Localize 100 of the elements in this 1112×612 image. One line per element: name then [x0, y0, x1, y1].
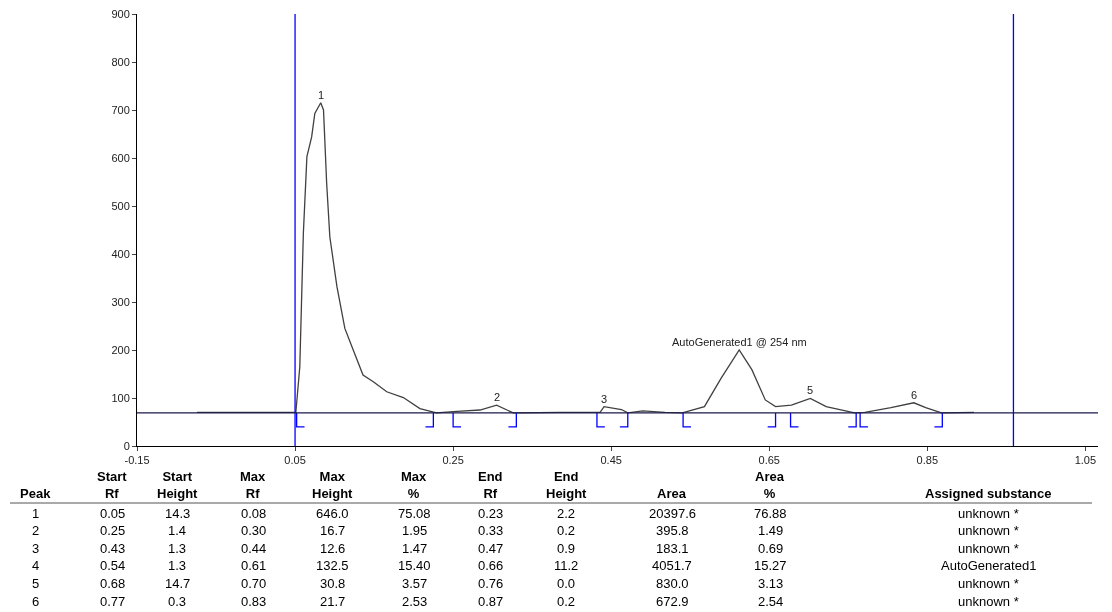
text: 12.6: [320, 541, 346, 556]
y-tick-label: 500: [111, 199, 130, 212]
text: 2: [32, 523, 40, 538]
annotation: 2: [494, 391, 501, 403]
text: 0.87: [478, 594, 504, 609]
text: unknown *: [958, 576, 1019, 591]
text: unknown *: [958, 506, 1019, 521]
text: 1.47: [402, 541, 428, 556]
x-tick-label: -0.15: [124, 454, 150, 467]
text: 0.69: [758, 541, 784, 556]
text: 15.40: [398, 558, 431, 573]
text: 2.53: [402, 594, 428, 609]
text: 3.13: [758, 576, 784, 591]
text: 0.61: [241, 558, 267, 573]
annotation: 3: [601, 393, 608, 405]
text: 0.2: [557, 594, 576, 609]
text: 0.08: [241, 506, 267, 521]
y-tick-label: 300: [111, 295, 130, 308]
text: 21.7: [320, 594, 346, 609]
text: Area: [657, 486, 687, 501]
text: 30.8: [320, 576, 346, 591]
text: 20397.6: [649, 506, 696, 521]
y-tick-label: 400: [111, 247, 130, 260]
annotation: 5: [807, 384, 814, 396]
text: 1.49: [758, 523, 784, 538]
text: 672.9: [656, 594, 689, 609]
text: 0.83: [241, 594, 267, 609]
text: 14.7: [165, 576, 191, 591]
y-tick-label: 900: [111, 7, 130, 20]
text: unknown *: [958, 523, 1019, 538]
text: 11.2: [554, 558, 579, 573]
text: 0.76: [478, 576, 504, 591]
text: 2.2: [557, 506, 576, 521]
text: 0.43: [100, 541, 126, 556]
text: 0.77: [100, 594, 126, 609]
text: Start Rf: [97, 469, 128, 501]
text: 3.57: [402, 576, 428, 591]
annotation: 6: [911, 389, 918, 401]
y-tick-label: 200: [111, 343, 130, 356]
text: 3: [32, 541, 40, 556]
x-tick-label: 0.85: [916, 454, 939, 467]
annotation: 1: [318, 89, 325, 101]
text: 0.54: [100, 558, 126, 573]
y-tick-label: 100: [111, 391, 130, 404]
text: 830.0: [656, 576, 689, 591]
text: unknown *: [958, 541, 1019, 556]
text: 0.30: [241, 523, 267, 538]
text: 0.25: [100, 523, 126, 538]
text: Max Height: [312, 469, 354, 501]
text: 16.7: [320, 523, 346, 538]
text: unknown *: [958, 594, 1019, 609]
x-tick-label: 0.05: [284, 454, 306, 467]
text: 2.54: [758, 594, 784, 609]
text: 0.05: [100, 506, 126, 521]
text: 0.44: [241, 541, 267, 556]
text: 0.3: [168, 594, 187, 609]
y-tick-label: 0: [123, 439, 130, 452]
text: Max Rf: [240, 469, 267, 501]
text: 0.68: [100, 576, 126, 591]
text: Area %: [755, 469, 785, 501]
x-tick-label: 0.45: [600, 454, 622, 467]
text: 1: [32, 506, 40, 521]
annotation: AutoGenerated1 @ 254 nm: [672, 336, 807, 348]
text: 15.27: [754, 558, 787, 573]
text: 14.3: [165, 506, 191, 521]
text: 0.2: [557, 523, 576, 538]
text: 76.88: [754, 506, 787, 521]
text: 646.0: [316, 506, 349, 521]
text: 0.9: [557, 541, 576, 556]
text: Assigned substance: [925, 486, 1052, 501]
y-tick-label: 600: [111, 151, 130, 164]
text: 4: [32, 558, 40, 573]
y-tick-label: 800: [111, 55, 130, 68]
text: 395.8: [656, 523, 689, 538]
text: Peak: [20, 486, 52, 501]
text: 0.33: [478, 523, 504, 538]
text: 4051.7: [652, 558, 692, 573]
text: 0.47: [478, 541, 504, 556]
text: 1.3: [168, 541, 187, 556]
y-tick-label: 700: [111, 103, 130, 116]
x-tick-label: 0.25: [442, 454, 464, 467]
text: 1.3: [168, 558, 187, 573]
text: 132.5: [316, 558, 349, 573]
x-tick-label: 1.05: [1074, 454, 1097, 467]
text: AutoGenerated1: [941, 558, 1037, 573]
text: 0.66: [478, 558, 504, 573]
text: 6: [32, 594, 40, 609]
text: End Height: [546, 469, 588, 501]
text: End Rf: [478, 469, 503, 501]
text: 183.1: [656, 541, 689, 556]
text: 75.08: [398, 506, 431, 521]
text: 0.70: [241, 576, 267, 591]
text: 0.0: [557, 576, 576, 591]
text: Start Height: [157, 469, 199, 501]
text: 1.4: [168, 523, 187, 538]
text: 0.23: [478, 506, 504, 521]
text: 5: [32, 576, 40, 591]
x-tick-label: 0.65: [758, 454, 780, 467]
text: Max %: [401, 469, 428, 501]
text: 1.95: [402, 523, 428, 538]
